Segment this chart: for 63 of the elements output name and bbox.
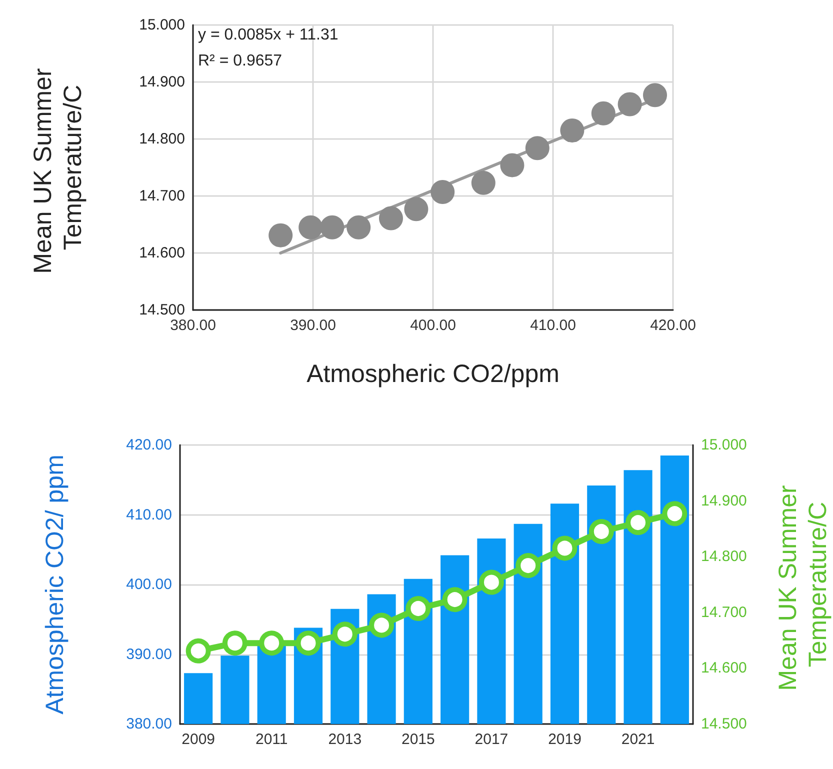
point	[478, 570, 504, 595]
y2-tick-label: 14.800	[701, 548, 747, 566]
x-tick-label: 2017	[474, 731, 508, 748]
point	[268, 223, 293, 248]
point	[591, 101, 616, 126]
x-tick-label: 2011	[255, 731, 288, 748]
y2-tick-label: 14.600	[701, 660, 747, 677]
y2-tick-label: 15.000	[701, 436, 747, 454]
y2-axis-title: Mean UK Summer Temperature/C	[774, 478, 832, 691]
point	[332, 622, 358, 647]
y-tick-label: 14.500	[139, 302, 185, 318]
point	[588, 518, 614, 544]
point	[298, 215, 323, 240]
y-tick-label: 14.700	[139, 188, 185, 204]
point	[516, 553, 541, 578]
point	[552, 536, 578, 561]
point	[186, 638, 211, 664]
point	[618, 92, 642, 116]
y-tick-label: 14.900	[139, 74, 185, 90]
y-tick-label: 14.800	[139, 130, 185, 148]
x-tick-label: 2009	[182, 731, 216, 748]
point	[346, 215, 371, 240]
point	[404, 197, 428, 222]
x-tick-label: 2019	[548, 731, 582, 748]
y2-tick-label: 14.900	[701, 492, 747, 510]
y-tick-label: 390.00	[126, 646, 172, 663]
x-tick-label: 2015	[401, 731, 435, 748]
point	[560, 118, 584, 142]
point	[430, 180, 455, 204]
point	[296, 630, 321, 656]
x-tick-label: 2021	[621, 731, 655, 748]
y-tick-label: 15.000	[139, 16, 185, 34]
point	[626, 510, 651, 536]
x-tick-label: 390.00	[290, 317, 336, 334]
point	[379, 206, 403, 230]
point	[369, 612, 394, 638]
y-tick-label: 420.00	[126, 436, 172, 454]
x-tick-label: 410.00	[530, 317, 576, 334]
annotation: R² = 0.9657	[198, 52, 282, 70]
x-tick-label: 400.00	[410, 317, 456, 334]
point	[525, 136, 550, 160]
y-tick-label: 410.00	[126, 506, 172, 524]
x-tick-label: 2013	[328, 731, 362, 748]
point	[442, 587, 468, 612]
point	[471, 170, 496, 195]
x-tick-label: 380.00	[170, 317, 216, 334]
point	[406, 596, 431, 621]
y2-tick-label: 14.700	[701, 604, 747, 621]
point	[320, 215, 344, 240]
point	[259, 630, 284, 656]
x-tick-label: 420.00	[650, 317, 696, 334]
y-axis-title: Atmospheric CO2/ ppm	[41, 454, 69, 714]
point	[662, 501, 688, 526]
y-tick-label: 400.00	[126, 576, 172, 593]
y-tick-label: 380.00	[126, 716, 172, 732]
point	[222, 630, 248, 656]
y-axis-title: Mean UK Summer Temperature/C	[29, 61, 87, 274]
point	[643, 83, 667, 108]
y2-tick-label: 14.500	[701, 716, 747, 732]
x-axis-title: Atmospheric CO2/ppm	[306, 360, 560, 388]
y-tick-label: 14.600	[139, 244, 185, 262]
point	[500, 153, 524, 178]
annotation: y = 0.0085x + 11.31	[198, 26, 338, 44]
